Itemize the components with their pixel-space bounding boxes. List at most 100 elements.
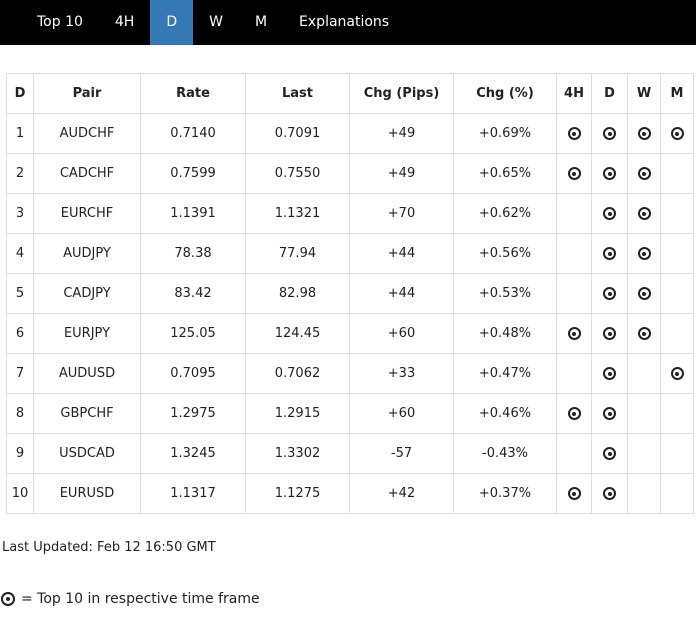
- bullseye-icon: [637, 327, 651, 340]
- timeframe-cell-d: [591, 193, 628, 234]
- table-row-audjpy: 4 AUDJPY 78.38 77.94 +44 +0.56%: [6, 233, 694, 274]
- table-row-cadjpy: 5 CADJPY 83.42 82.98 +44 +0.53%: [6, 273, 694, 314]
- timeframe-cell-w: [627, 153, 661, 194]
- last-updated-text: Last Updated: Feb 12 16:50 GMT: [2, 540, 216, 555]
- table-row-gbpchf: 8 GBPCHF 1.2975 1.2915 +60 +0.46%: [6, 393, 694, 434]
- last-cell: 77.94: [245, 233, 350, 274]
- table-row-usdcad: 9 USDCAD 1.3245 1.3302 -57 -0.43%: [6, 433, 694, 474]
- column-header-m: M: [660, 73, 694, 114]
- timeframe-tab-bar: Top 10 4H D W M Explanations: [0, 0, 696, 45]
- last-cell: 124.45: [245, 313, 350, 354]
- timeframe-cell-d: [591, 273, 628, 314]
- pair-cell: USDCAD: [33, 433, 141, 474]
- bullseye-icon: [1, 592, 15, 606]
- timeframe-cell-d: [591, 313, 628, 354]
- rate-cell: 1.1391: [140, 193, 246, 234]
- pair-cell: AUDCHF: [33, 113, 141, 154]
- rate-cell: 1.2975: [140, 393, 246, 434]
- timeframe-cell-m: [660, 233, 694, 274]
- timeframe-cell-d: [591, 473, 628, 514]
- timeframe-cell-w: [627, 393, 661, 434]
- chg-pips-cell: +44: [349, 273, 454, 314]
- bullseye-icon: [637, 207, 651, 220]
- last-cell: 0.7062: [245, 353, 350, 394]
- rank-cell: 8: [6, 393, 34, 434]
- chg-pips-cell: +42: [349, 473, 454, 514]
- timeframe-cell-4h: [556, 313, 592, 354]
- tab-explanations[interactable]: Explanations: [299, 14, 390, 30]
- chg-pips-cell: +33: [349, 353, 454, 394]
- rate-cell: 1.3245: [140, 433, 246, 474]
- timeframe-cell-4h: [556, 433, 592, 474]
- timeframe-cell-w: [627, 433, 661, 474]
- pair-cell: GBPCHF: [33, 393, 141, 434]
- timeframe-cell-m: [660, 153, 694, 194]
- tab-d[interactable]: D: [150, 0, 194, 45]
- rank-cell: 1: [6, 113, 34, 154]
- rank-cell: 2: [6, 153, 34, 194]
- timeframe-cell-4h: [556, 193, 592, 234]
- timeframe-cell-w: [627, 233, 661, 274]
- chg-pct-cell: +0.65%: [453, 153, 557, 194]
- column-header-d: D: [591, 73, 628, 114]
- bullseye-icon: [603, 207, 616, 220]
- timeframe-cell-w: [627, 353, 661, 394]
- column-header-rank: D: [6, 73, 34, 114]
- rank-cell: 4: [6, 233, 34, 274]
- timeframe-cell-m: [660, 353, 694, 394]
- tab-top-10[interactable]: Top 10: [37, 14, 83, 30]
- bullseye-icon: [603, 447, 616, 460]
- column-header-rate: Rate: [140, 73, 246, 114]
- chg-pct-cell: +0.48%: [453, 313, 557, 354]
- timeframe-cell-4h: [556, 153, 592, 194]
- rate-cell: 0.7095: [140, 353, 246, 394]
- top10-movers-table: D Pair Rate Last Chg (Pips) Chg (%) 4H D W M 1 AUD…: [6, 73, 694, 514]
- bullseye-icon: [637, 247, 651, 260]
- timeframe-cell-w: [627, 313, 661, 354]
- chg-pips-cell: +49: [349, 153, 454, 194]
- bullseye-icon: [603, 287, 616, 300]
- rank-cell: 9: [6, 433, 34, 474]
- timeframe-cell-m: [660, 473, 694, 514]
- bullseye-icon: [603, 167, 616, 180]
- rank-cell: 10: [6, 473, 34, 514]
- bullseye-icon: [670, 367, 684, 380]
- table-row-eurchf: 3 EURCHF 1.1391 1.1321 +70 +0.62%: [6, 193, 694, 234]
- table-header-row: D Pair Rate Last Chg (Pips) Chg (%) 4H D W M: [6, 73, 694, 114]
- tab-4h[interactable]: 4H: [114, 14, 135, 30]
- timeframe-cell-m: [660, 313, 694, 354]
- bullseye-icon: [637, 287, 651, 300]
- chg-pips-cell: +70: [349, 193, 454, 234]
- bullseye-icon: [567, 127, 581, 140]
- tab-w[interactable]: W: [209, 14, 223, 30]
- rate-cell: 0.7140: [140, 113, 246, 154]
- pair-cell: AUDJPY: [33, 233, 141, 274]
- table-row-cadchf: 2 CADCHF 0.7599 0.7550 +49 +0.65%: [6, 153, 694, 194]
- legend-text: = Top 10 in respective time frame: [21, 591, 260, 607]
- chg-pct-cell: +0.47%: [453, 353, 557, 394]
- chg-pips-cell: +60: [349, 393, 454, 434]
- timeframe-cell-d: [591, 393, 628, 434]
- last-cell: 1.2915: [245, 393, 350, 434]
- table-row-eurjpy: 6 EURJPY 125.05 124.45 +60 +0.48%: [6, 313, 694, 354]
- timeframe-cell-m: [660, 193, 694, 234]
- timeframe-cell-w: [627, 473, 661, 514]
- chg-pct-cell: +0.69%: [453, 113, 557, 154]
- rate-cell: 0.7599: [140, 153, 246, 194]
- rank-cell: 6: [6, 313, 34, 354]
- tab-m[interactable]: M: [254, 14, 268, 30]
- bullseye-icon: [603, 367, 616, 380]
- chg-pct-cell: +0.62%: [453, 193, 557, 234]
- bullseye-icon: [603, 487, 616, 500]
- chg-pct-cell: +0.56%: [453, 233, 557, 274]
- column-header-last: Last: [245, 73, 350, 114]
- chg-pct-cell: +0.37%: [453, 473, 557, 514]
- legend: = Top 10 in respective time frame: [1, 591, 696, 607]
- last-cell: 82.98: [245, 273, 350, 314]
- last-cell: 0.7550: [245, 153, 350, 194]
- timeframe-cell-d: [591, 233, 628, 274]
- timeframe-cell-4h: [556, 273, 592, 314]
- column-header-pair: Pair: [33, 73, 141, 114]
- timeframe-cell-d: [591, 153, 628, 194]
- timeframe-cell-m: [660, 433, 694, 474]
